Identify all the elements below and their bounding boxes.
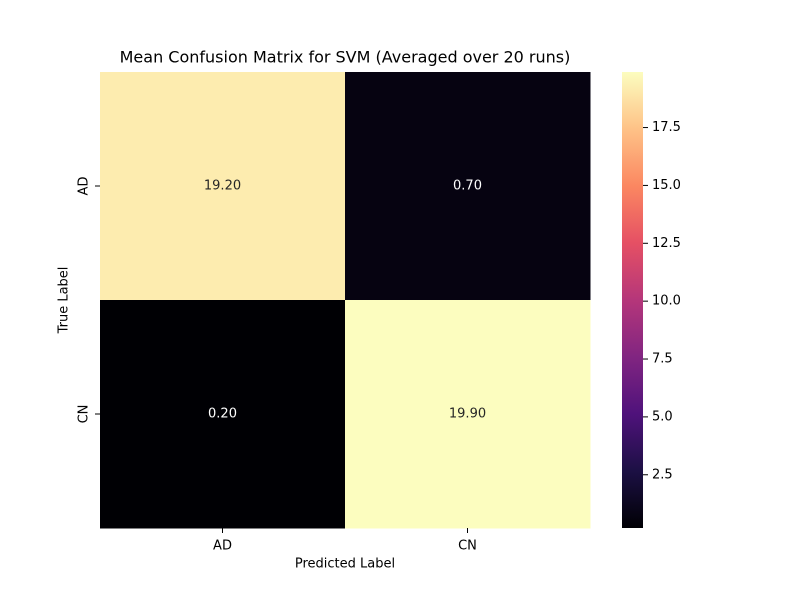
x-tick-label: AD <box>213 539 232 554</box>
y-tick-label: AD <box>77 177 92 196</box>
heatmap-cell <box>345 300 591 529</box>
colorbar-tick-label: 12.5 <box>652 236 681 251</box>
colorbar-tick-label: 17.5 <box>652 120 681 135</box>
colorbar-tick-label: 5.0 <box>652 409 673 424</box>
colorbar-tick-label: 2.5 <box>652 467 673 482</box>
x-axis-label: Predicted Label <box>295 557 395 572</box>
heatmap-cell <box>100 72 346 301</box>
cell-label: 19.90 <box>449 407 486 422</box>
colorbar-tick-label: 15.0 <box>652 178 681 193</box>
colorbar-tick-label: 10.0 <box>652 294 681 309</box>
cell-label: 19.20 <box>204 179 241 194</box>
heatmap-cell <box>100 300 346 529</box>
x-tick-label: CN <box>458 539 477 554</box>
cell-label: 0.20 <box>208 407 237 422</box>
y-tick-label: CN <box>77 405 92 424</box>
chart-title: Mean Confusion Matrix for SVM (Averaged … <box>120 48 571 67</box>
colorbar-tick-label: 7.5 <box>652 352 673 367</box>
cell-label: 0.70 <box>453 179 482 194</box>
colorbar <box>622 72 643 528</box>
y-axis-label: True Label <box>57 267 72 335</box>
heatmap-cell <box>345 72 591 301</box>
